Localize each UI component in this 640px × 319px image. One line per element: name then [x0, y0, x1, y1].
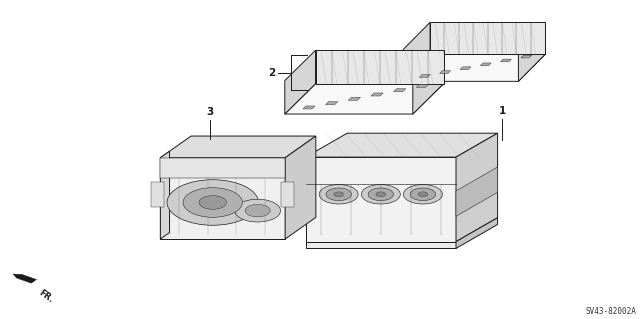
Circle shape — [326, 188, 351, 201]
Circle shape — [334, 192, 344, 197]
Polygon shape — [419, 75, 430, 77]
Polygon shape — [394, 89, 406, 92]
Polygon shape — [456, 133, 497, 242]
Polygon shape — [403, 54, 545, 81]
Text: 2: 2 — [268, 68, 275, 78]
Circle shape — [183, 188, 243, 217]
Polygon shape — [521, 55, 532, 58]
Polygon shape — [306, 133, 497, 157]
Polygon shape — [416, 84, 429, 87]
Text: SV43-82002A: SV43-82002A — [586, 307, 637, 316]
Polygon shape — [160, 158, 285, 178]
Polygon shape — [285, 50, 316, 114]
Polygon shape — [430, 22, 545, 54]
Polygon shape — [480, 63, 491, 66]
Polygon shape — [13, 274, 36, 283]
Polygon shape — [285, 84, 444, 114]
Circle shape — [403, 185, 442, 204]
Polygon shape — [460, 67, 471, 70]
Polygon shape — [413, 50, 444, 114]
Bar — [152, 182, 164, 207]
Polygon shape — [285, 136, 316, 239]
Polygon shape — [403, 22, 430, 81]
Polygon shape — [500, 59, 511, 62]
Polygon shape — [160, 136, 316, 158]
Polygon shape — [326, 102, 338, 105]
Polygon shape — [518, 22, 545, 81]
Polygon shape — [160, 158, 285, 239]
Text: 3: 3 — [206, 108, 214, 117]
Polygon shape — [371, 93, 383, 96]
Circle shape — [418, 192, 428, 197]
Polygon shape — [456, 218, 497, 249]
Circle shape — [199, 196, 227, 209]
Polygon shape — [306, 242, 456, 249]
Polygon shape — [456, 167, 497, 216]
Circle shape — [368, 188, 394, 201]
Circle shape — [410, 188, 436, 201]
Circle shape — [235, 199, 280, 222]
Polygon shape — [348, 97, 360, 100]
Text: FR.: FR. — [37, 288, 55, 305]
Polygon shape — [316, 50, 444, 84]
Circle shape — [362, 185, 400, 204]
Bar — [281, 182, 294, 207]
Polygon shape — [303, 106, 315, 109]
Polygon shape — [440, 71, 451, 73]
Circle shape — [376, 192, 386, 197]
Circle shape — [319, 185, 358, 204]
Circle shape — [167, 180, 259, 225]
Polygon shape — [160, 151, 170, 239]
Polygon shape — [306, 157, 456, 242]
Text: 1: 1 — [499, 107, 506, 116]
Circle shape — [245, 204, 270, 217]
